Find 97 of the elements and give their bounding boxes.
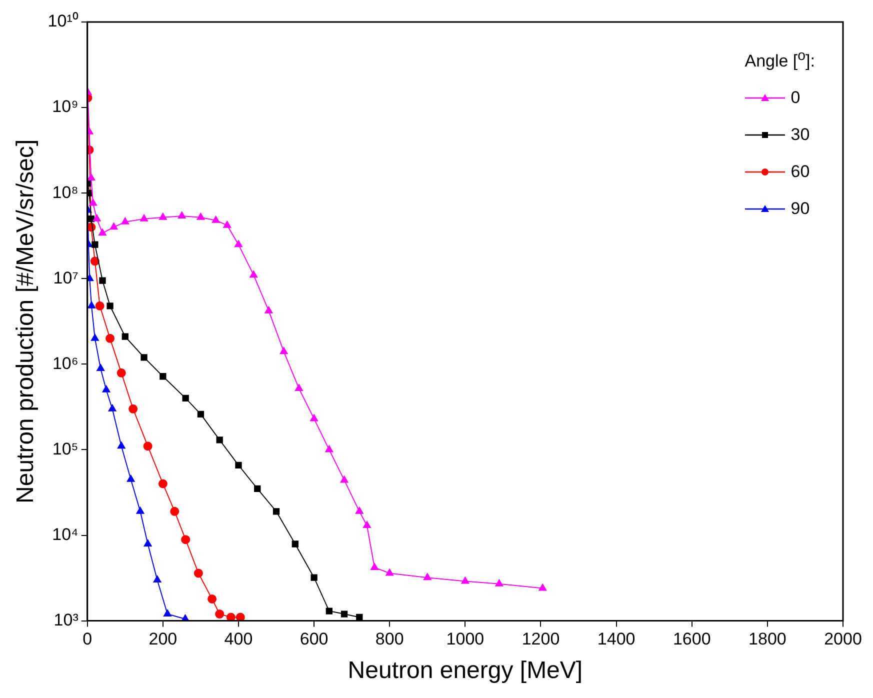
point	[215, 610, 224, 619]
point	[254, 485, 261, 492]
x-tick-label: 200	[148, 630, 178, 649]
point	[234, 240, 242, 248]
point	[178, 211, 186, 218]
point	[226, 612, 236, 621]
point	[108, 404, 116, 412]
point	[92, 241, 98, 248]
point	[89, 198, 97, 206]
point	[264, 306, 273, 314]
point	[116, 368, 126, 378]
legend-label: 90	[790, 199, 810, 220]
point	[126, 474, 135, 482]
point	[325, 445, 334, 452]
point	[90, 256, 100, 266]
x-axis-title: Neutron energy [MeV]	[348, 657, 583, 684]
y-axis-title: Neutron production [#/MeV/sr/sec]	[12, 139, 40, 504]
point	[96, 364, 105, 371]
point	[153, 575, 162, 582]
y-tick-label: 10⁵	[52, 439, 78, 458]
point	[181, 535, 190, 544]
point	[90, 334, 99, 341]
point	[250, 270, 258, 278]
point	[355, 506, 364, 514]
point	[235, 462, 242, 468]
point	[158, 479, 168, 488]
point	[136, 506, 144, 514]
point	[87, 274, 94, 282]
point	[102, 385, 110, 392]
y-tick-label: 10⁶	[52, 354, 78, 373]
point	[538, 584, 547, 591]
point	[88, 301, 96, 308]
x-tick-label: 0	[82, 630, 92, 649]
point	[386, 568, 394, 576]
x-tick-label: 1400	[597, 630, 636, 649]
point	[294, 384, 303, 391]
point	[280, 347, 288, 354]
legend-label: 30	[790, 125, 810, 146]
point	[128, 404, 138, 414]
point	[92, 214, 101, 222]
y-tick-label: 10⁴	[52, 524, 78, 544]
point	[223, 220, 232, 228]
point	[340, 610, 348, 618]
x-tick-label: 2000	[824, 630, 862, 649]
legend-label: 0	[790, 88, 800, 108]
point	[160, 373, 166, 380]
x-tick-label: 1200	[522, 630, 560, 649]
point	[99, 277, 106, 284]
point	[208, 594, 217, 604]
point	[95, 301, 104, 310]
point	[340, 476, 348, 483]
point	[121, 217, 130, 224]
point	[98, 228, 106, 236]
point	[495, 579, 504, 586]
point	[370, 562, 378, 570]
point	[461, 576, 470, 584]
legend-label: 60	[790, 162, 810, 182]
point	[310, 574, 318, 581]
point	[117, 442, 126, 449]
point	[216, 436, 223, 444]
y-tick-label: 10³	[54, 610, 79, 630]
point	[106, 334, 115, 343]
point	[212, 216, 220, 223]
point	[87, 174, 96, 181]
point	[236, 612, 245, 621]
point	[423, 573, 432, 580]
y-tick-label: 10⁸	[52, 182, 78, 202]
y-tick-label: 10⁷	[53, 268, 78, 288]
legend-title: Angle [$^{o}$]:	[744, 48, 815, 72]
x-tick-label: 1600	[672, 630, 711, 649]
point	[182, 394, 189, 402]
point	[310, 414, 318, 422]
point	[158, 212, 167, 220]
point	[326, 608, 332, 614]
point	[106, 302, 114, 310]
point	[122, 333, 128, 340]
point	[144, 540, 152, 547]
point	[292, 540, 298, 548]
point	[143, 442, 152, 451]
point	[362, 521, 371, 528]
x-tick-label: 1000	[446, 630, 484, 649]
x-tick-label: 600	[300, 630, 328, 649]
y-tick-label: 10¹⁰	[48, 12, 78, 31]
x-tick-label: 1800	[748, 630, 786, 649]
point	[194, 568, 203, 578]
point	[197, 410, 204, 418]
point	[356, 614, 363, 621]
y-tick-label: 10⁹	[52, 97, 78, 116]
point	[110, 222, 118, 230]
point	[164, 610, 172, 617]
x-tick-label: 400	[224, 630, 253, 649]
point	[140, 354, 148, 361]
point	[140, 214, 148, 222]
point	[272, 508, 280, 515]
point	[196, 212, 205, 220]
point	[170, 506, 180, 516]
x-tick-label: 800	[375, 630, 404, 649]
